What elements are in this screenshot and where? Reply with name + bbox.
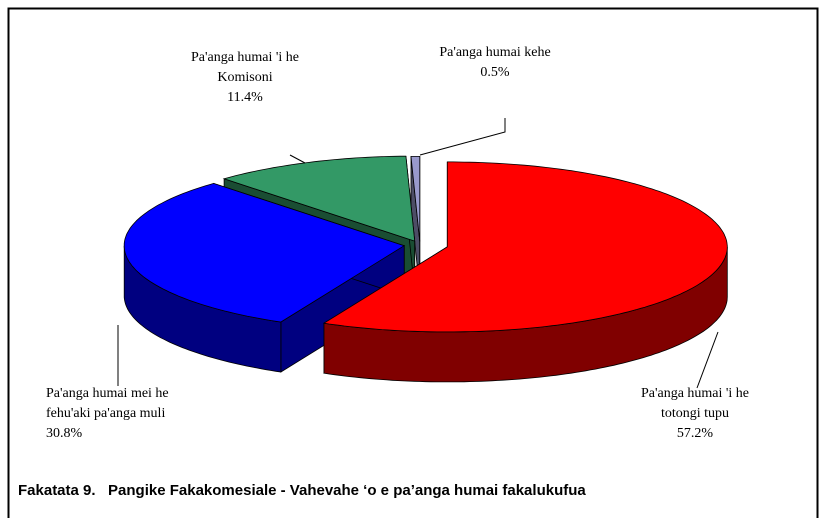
slice-name: Pa'anga humai 'i he Komisoni — [190, 50, 300, 85]
frame — [7, 7, 819, 518]
slice-name: Pa'anga humai 'i he totongi tupu — [640, 386, 750, 421]
value-label: 57.2% — [676, 426, 714, 441]
slice-label: Pa'anga humai 'i he Komisoni 11.4% — [190, 48, 300, 108]
slice-top — [322, 161, 728, 333]
leader-line — [696, 331, 719, 389]
slice-top — [123, 182, 406, 323]
slice-name: Pa'anga humai mei he fehu'aki pa'anga mu… — [46, 386, 169, 421]
caption: Fakatata 9. Pangike Fakakomesiale - Vahe… — [18, 482, 586, 499]
slice-label: Pa'anga humai mei he fehu'aki pa'anga mu… — [46, 384, 196, 444]
slice-top — [222, 155, 416, 242]
slice-name: Pa'anga humai kehe — [439, 45, 551, 60]
slice-label: Pa'anga humai kehe 0.5% — [420, 43, 570, 83]
leader-line — [419, 118, 506, 156]
leader-line — [289, 154, 306, 164]
slice-top — [410, 155, 421, 242]
slice-label: Pa'anga humai 'i he totongi tupu 57.2% — [625, 384, 765, 444]
value-label: 11.4% — [227, 90, 263, 105]
value-label: 0.5% — [480, 65, 510, 80]
value-label: 30.8% — [46, 426, 83, 441]
